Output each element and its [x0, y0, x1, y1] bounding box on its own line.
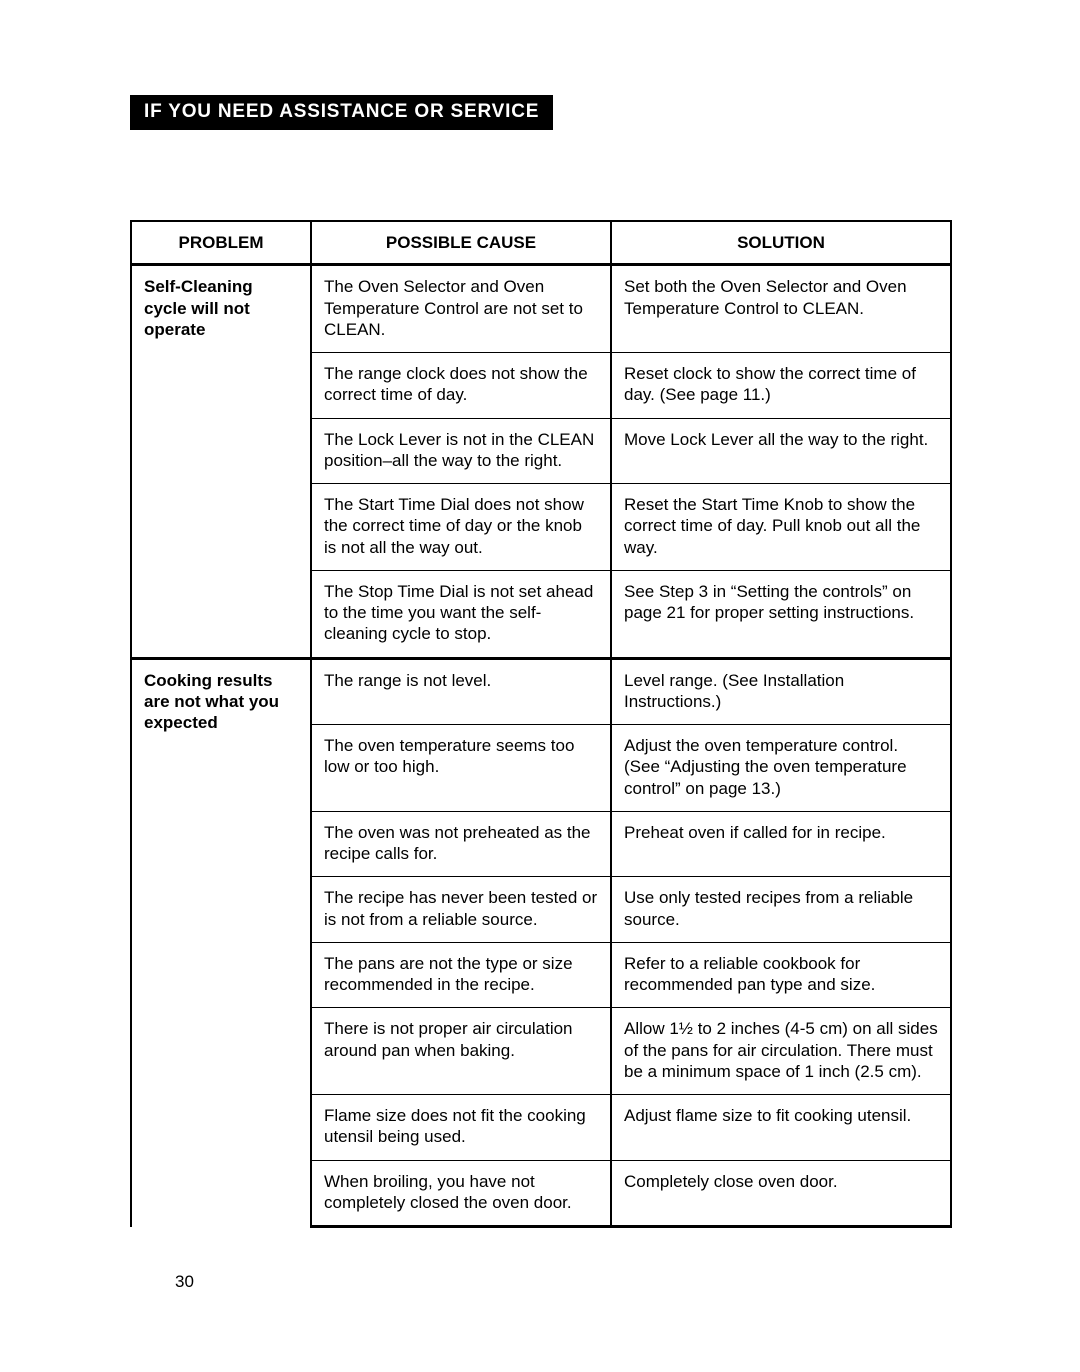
solution-cell: Allow 1½ to 2 inches (4-5 cm) on all sid…	[611, 1008, 951, 1095]
solution-cell: See Step 3 in “Setting the controls” on …	[611, 570, 951, 658]
page-number: 30	[175, 1272, 194, 1292]
cause-cell: The Start Time Dial does not show the co…	[311, 484, 611, 571]
cause-cell: There is not proper air circulation arou…	[311, 1008, 611, 1095]
solution-cell: Adjust flame size to fit cooking utensil…	[611, 1095, 951, 1161]
col-header-solution: SOLUTION	[611, 221, 951, 265]
solution-cell: Set both the Oven Selector and Oven Temp…	[611, 265, 951, 353]
solution-cell: Move Lock Lever all the way to the right…	[611, 418, 951, 484]
solution-cell: Use only tested recipes from a reliable …	[611, 877, 951, 943]
cause-cell: The Oven Selector and Oven Temperature C…	[311, 265, 611, 353]
solution-cell: Level range. (See Installation Instructi…	[611, 658, 951, 725]
cause-cell: The range is not level.	[311, 658, 611, 725]
cause-cell: The oven was not preheated as the recipe…	[311, 811, 611, 877]
col-header-cause: POSSIBLE CAUSE	[311, 221, 611, 265]
cause-cell: When broiling, you have not completely c…	[311, 1160, 611, 1227]
solution-cell: Preheat oven if called for in recipe.	[611, 811, 951, 877]
solution-cell: Completely close oven door.	[611, 1160, 951, 1227]
col-header-problem: PROBLEM	[131, 221, 311, 265]
cause-cell: The range clock does not show the correc…	[311, 353, 611, 419]
solution-cell: Reset the Start Time Knob to show the co…	[611, 484, 951, 571]
cause-cell: The Stop Time Dial is not set ahead to t…	[311, 570, 611, 658]
troubleshooting-table: PROBLEM POSSIBLE CAUSE SOLUTION Self-Cle…	[130, 220, 952, 1228]
section-header: IF YOU NEED ASSISTANCE OR SERVICE	[130, 95, 553, 130]
cause-cell: The Lock Lever is not in the CLEAN posit…	[311, 418, 611, 484]
cause-cell: The oven temperature seems too low or to…	[311, 725, 611, 812]
solution-cell: Adjust the oven temperature control. (Se…	[611, 725, 951, 812]
cause-cell: The pans are not the type or size recomm…	[311, 942, 611, 1008]
cause-cell: The recipe has never been tested or is n…	[311, 877, 611, 943]
solution-cell: Refer to a reliable cookbook for recomme…	[611, 942, 951, 1008]
cause-cell: Flame size does not fit the cooking uten…	[311, 1095, 611, 1161]
solution-cell: Reset clock to show the correct time of …	[611, 353, 951, 419]
problem-cell: Cooking results are not what you expecte…	[131, 658, 311, 1227]
problem-cell: Self-Cleaning cycle will not operate	[131, 265, 311, 658]
